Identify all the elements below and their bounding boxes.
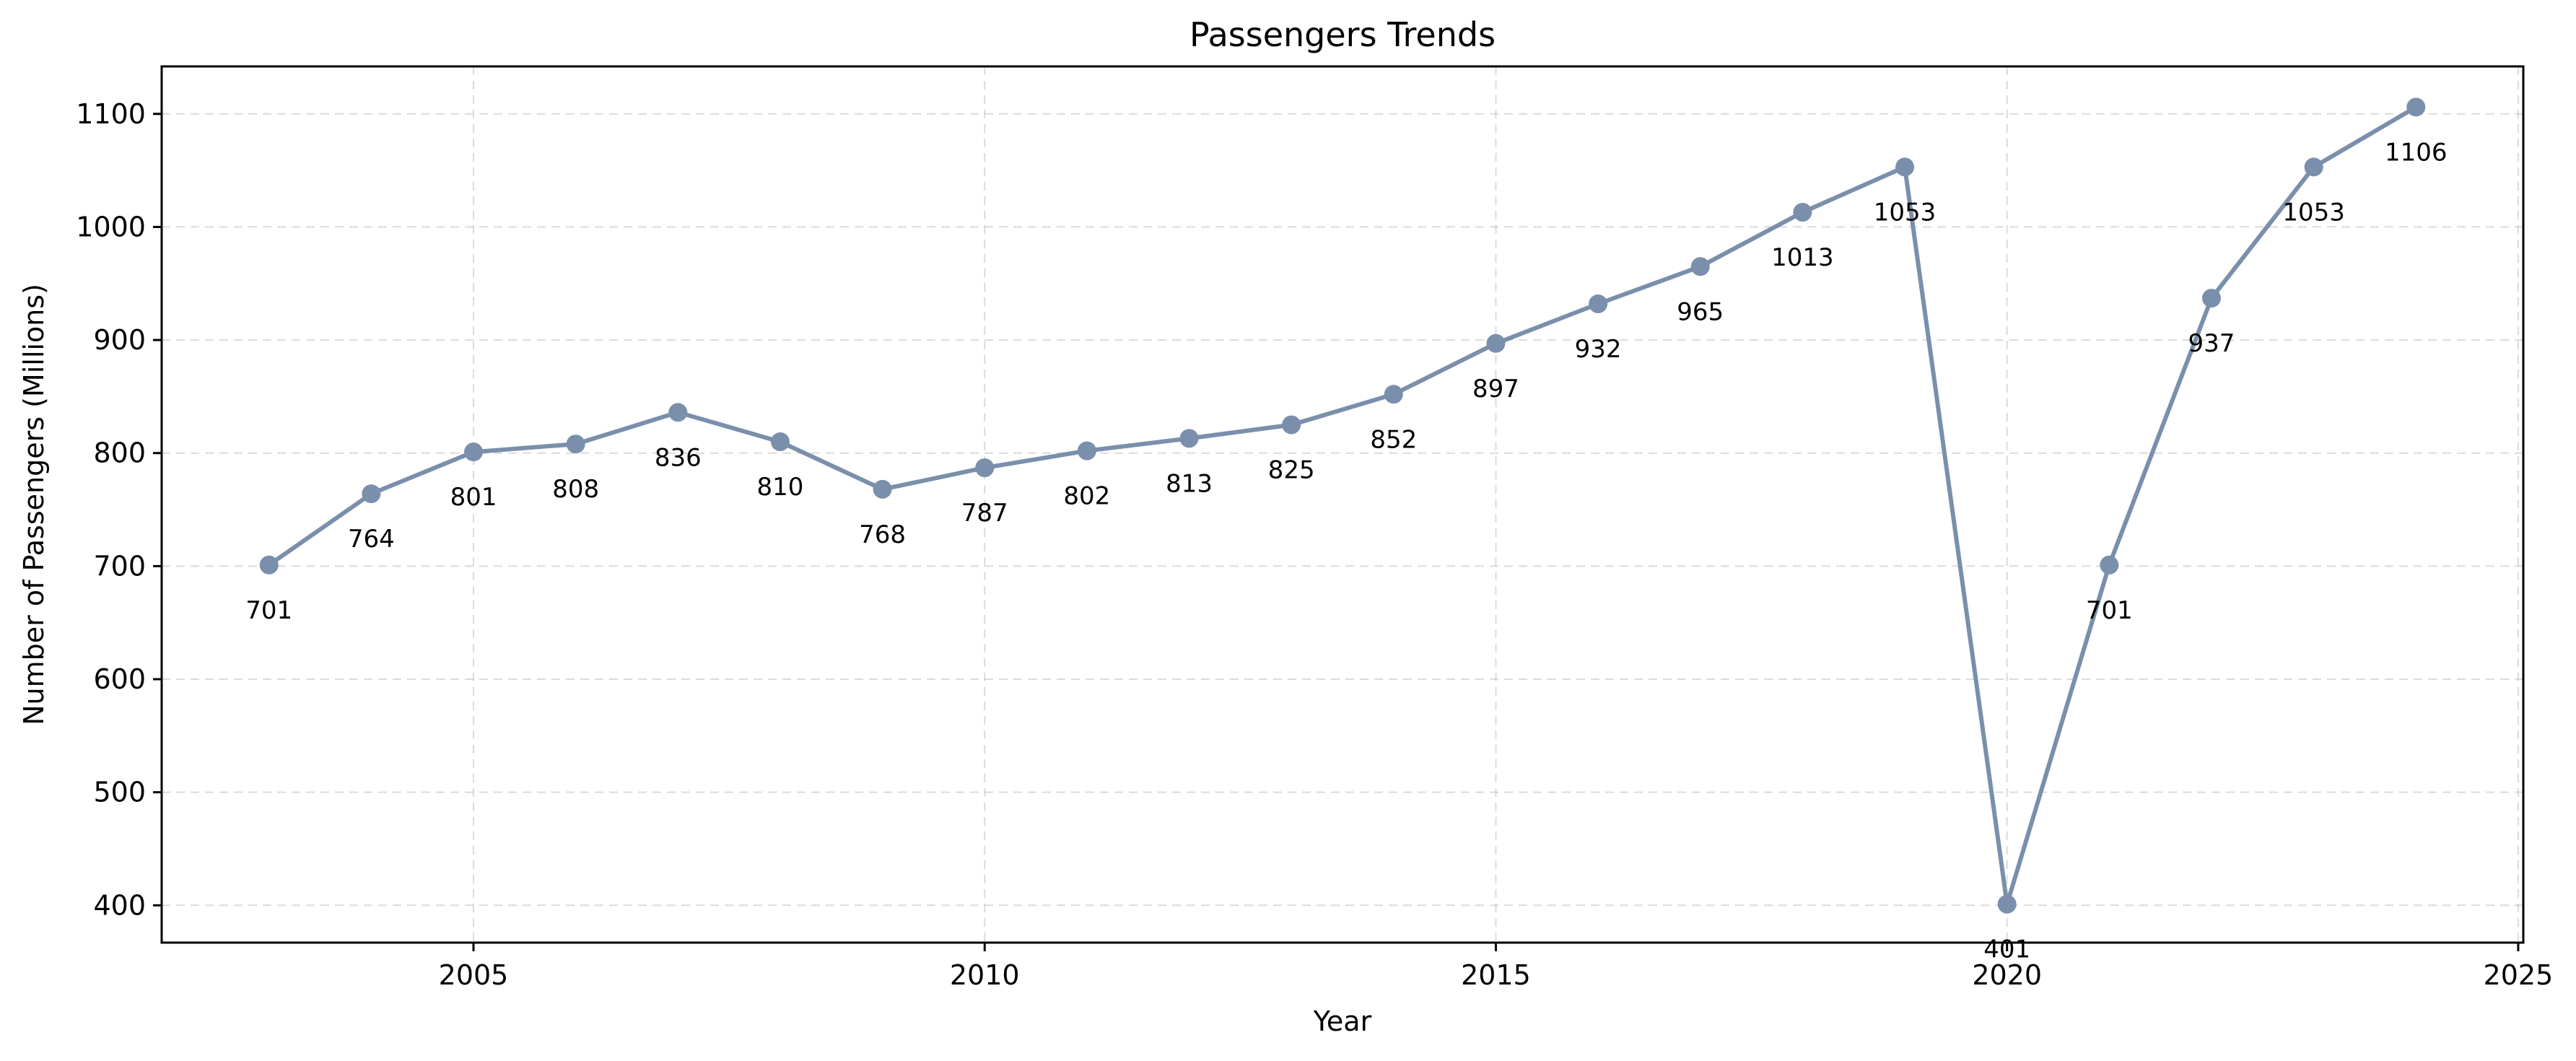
data-point <box>1690 257 1710 276</box>
data-point <box>2100 555 2119 575</box>
data-point <box>1077 441 1096 460</box>
data-point <box>1589 294 1608 313</box>
data-point <box>1384 385 1403 404</box>
data-point <box>566 435 585 454</box>
x-tick-label: 2025 <box>2484 959 2554 991</box>
y-tick-label: 600 <box>93 663 146 695</box>
data-label: 1106 <box>2385 138 2448 167</box>
data-point <box>1179 429 1199 448</box>
data-label: 768 <box>859 520 906 549</box>
data-label: 852 <box>1370 425 1417 454</box>
data-label: 965 <box>1677 297 1724 326</box>
data-point <box>1895 157 1915 177</box>
data-point <box>1793 203 1812 222</box>
data-point <box>1997 894 2017 914</box>
data-label: 1053 <box>1874 198 1937 227</box>
data-label: 801 <box>450 483 497 512</box>
x-tick-label: 2020 <box>1972 959 2042 991</box>
y-axis-label: Number of Passengers (Millions) <box>18 284 50 725</box>
y-tick-label: 1100 <box>76 98 146 130</box>
data-label: 802 <box>1063 482 1110 511</box>
data-point <box>1486 333 1506 353</box>
data-point <box>2406 97 2426 117</box>
series-line <box>267 105 2417 907</box>
data-label: 897 <box>1472 375 1519 403</box>
y-tick-label: 900 <box>93 324 146 356</box>
grid-lines <box>162 66 2523 943</box>
data-label: 825 <box>1268 456 1315 485</box>
data-label: 1013 <box>1771 243 1834 272</box>
data-label: 1053 <box>2282 198 2345 227</box>
data-label: 810 <box>756 473 803 502</box>
y-tick-label: 500 <box>93 777 146 808</box>
data-label: 932 <box>1575 335 1622 364</box>
axis-ticks: 2005 2010 2015 2020 2025 400 500 600 700 800 900 10… <box>76 98 2553 991</box>
y-tick-label: 800 <box>93 437 146 469</box>
data-label: 836 <box>655 443 702 472</box>
y-tick-label: 400 <box>93 889 146 921</box>
y-tick-label: 700 <box>93 550 146 582</box>
data-point <box>362 484 381 504</box>
data-point <box>1282 415 1301 435</box>
data-label: 937 <box>2188 329 2235 358</box>
data-label: 813 <box>1166 469 1213 498</box>
data-point <box>464 442 484 462</box>
data-point <box>770 432 790 452</box>
series-layer: 701 764 801 808 836 810 768 787 802 813 825 852 897 9… <box>245 97 2448 964</box>
data-label: 787 <box>961 499 1008 528</box>
x-tick-label: 2015 <box>1461 959 1531 991</box>
data-label: 701 <box>245 596 292 625</box>
plot-frame <box>160 65 2525 944</box>
data-label: 701 <box>2086 596 2133 625</box>
data-point <box>975 458 995 478</box>
data-point <box>873 479 892 499</box>
x-axis-label: Year <box>1313 1005 1372 1037</box>
data-point <box>668 403 688 422</box>
y-tick-label: 1000 <box>76 211 146 243</box>
chart-title: Passengers Trends <box>1189 15 1496 54</box>
x-tick-label: 2010 <box>950 959 1020 991</box>
data-label: 808 <box>552 475 599 504</box>
data-point <box>2201 289 2221 308</box>
data-point <box>2304 157 2323 177</box>
data-label: 764 <box>348 525 395 554</box>
data-point <box>259 555 279 575</box>
x-tick-label: 2005 <box>439 959 509 991</box>
